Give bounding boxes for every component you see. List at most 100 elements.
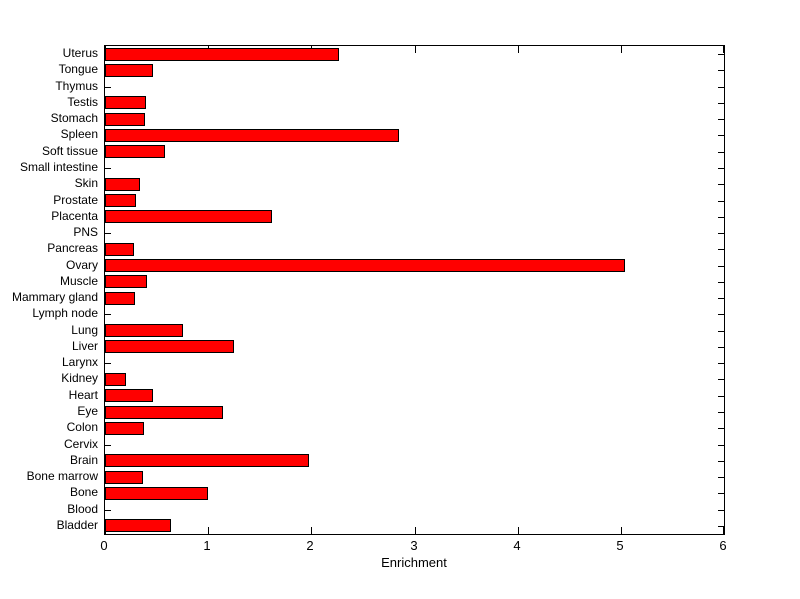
bar (105, 194, 136, 207)
y-tick-mark (718, 201, 724, 202)
y-tick-label: Testis (67, 95, 98, 109)
y-tick-mark (105, 168, 111, 169)
y-tick-mark (105, 510, 111, 511)
y-tick-label: Skin (74, 176, 98, 190)
y-tick-mark (718, 412, 724, 413)
x-tick-label: 1 (203, 538, 211, 553)
bar (105, 471, 143, 484)
y-tick-label: Stomach (50, 111, 98, 125)
x-tick-mark (208, 527, 209, 534)
bar (105, 113, 145, 126)
bar (105, 340, 234, 353)
y-tick-mark (718, 331, 724, 332)
x-tick-mark (723, 527, 724, 534)
y-tick-label: Kidney (61, 371, 98, 385)
bar (105, 96, 146, 109)
bar (105, 422, 144, 435)
y-tick-label: Bone marrow (26, 469, 98, 483)
y-tick-mark (718, 510, 724, 511)
bar (105, 519, 171, 532)
y-tick-mark (105, 363, 111, 364)
y-tick-mark (718, 266, 724, 267)
y-tick-mark (718, 526, 724, 527)
bar (105, 454, 309, 467)
x-tick-mark (621, 527, 622, 534)
x-tick-label: 4 (513, 538, 521, 553)
bar (105, 292, 135, 305)
bar (105, 389, 153, 402)
x-tick-mark (518, 527, 519, 534)
bar (105, 259, 625, 272)
y-tick-label: Bladder (56, 518, 98, 532)
y-tick-mark (105, 314, 111, 315)
y-tick-mark (718, 445, 724, 446)
bar (105, 210, 272, 223)
y-tick-mark (718, 233, 724, 234)
y-tick-mark (718, 347, 724, 348)
x-tick-label: 6 (719, 538, 727, 553)
y-tick-mark (718, 87, 724, 88)
y-tick-label: PNS (73, 225, 98, 239)
y-tick-mark (105, 233, 111, 234)
y-tick-label: Larynx (61, 355, 98, 369)
y-tick-label: Colon (66, 420, 98, 434)
y-tick-mark (718, 152, 724, 153)
x-tick-mark (518, 46, 519, 53)
y-tick-mark (718, 298, 724, 299)
y-tick-mark (105, 87, 111, 88)
y-tick-mark (718, 70, 724, 71)
y-tick-label: Ovary (65, 258, 98, 272)
y-tick-label: Lymph node (32, 306, 98, 320)
x-tick-mark (415, 527, 416, 534)
y-tick-mark (718, 396, 724, 397)
y-tick-mark (718, 54, 724, 55)
y-tick-label: Mammary gland (11, 290, 98, 304)
y-tick-label: Spleen (60, 127, 98, 141)
y-tick-mark (718, 168, 724, 169)
y-tick-label: Eye (77, 404, 98, 418)
bar (105, 129, 399, 142)
y-tick-mark (718, 217, 724, 218)
x-tick-label: 3 (410, 538, 418, 553)
y-tick-mark (718, 493, 724, 494)
y-tick-mark (718, 379, 724, 380)
y-tick-label: Uterus (62, 46, 98, 60)
y-tick-mark (718, 135, 724, 136)
y-tick-label: Thymus (55, 79, 98, 93)
y-tick-mark (718, 477, 724, 478)
bar (105, 145, 165, 158)
x-tick-mark (311, 527, 312, 534)
bar (105, 406, 223, 419)
x-tick-mark (621, 46, 622, 53)
y-tick-label: Blood (67, 502, 98, 516)
y-tick-mark (718, 461, 724, 462)
y-tick-mark (718, 428, 724, 429)
y-tick-label: Bone (69, 485, 98, 499)
x-tick-mark (723, 46, 724, 53)
bar (105, 373, 126, 386)
y-tick-label: Lung (71, 323, 98, 337)
y-tick-label: Muscle (59, 274, 98, 288)
y-tick-label: Liver (71, 339, 98, 353)
x-axis-title: Enrichment (381, 555, 447, 570)
y-tick-mark (718, 249, 724, 250)
x-tick-label: 0 (100, 538, 108, 553)
bar (105, 243, 134, 256)
y-tick-mark (718, 282, 724, 283)
y-tick-mark (718, 119, 724, 120)
bar (105, 324, 183, 337)
y-tick-mark (718, 363, 724, 364)
x-tick-label: 5 (616, 538, 624, 553)
x-tick-label: 2 (306, 538, 314, 553)
plot-area (104, 45, 725, 535)
y-tick-mark (718, 184, 724, 185)
bar (105, 178, 140, 191)
y-tick-label: Placenta (51, 209, 98, 223)
bar (105, 275, 147, 288)
y-tick-mark (718, 314, 724, 315)
y-tick-label: Soft tissue (41, 144, 98, 158)
x-tick-mark (415, 46, 416, 53)
bar (105, 48, 339, 61)
y-tick-mark (718, 103, 724, 104)
